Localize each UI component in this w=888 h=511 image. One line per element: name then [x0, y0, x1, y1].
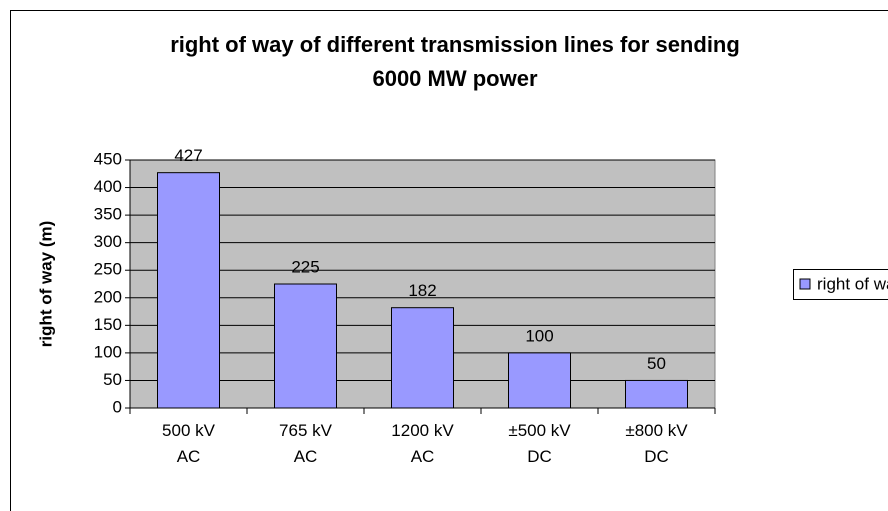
- data-label: 427: [174, 146, 202, 165]
- y-tick-label: 450: [94, 149, 122, 168]
- bar: [274, 283, 337, 409]
- legend-marker: [799, 278, 811, 290]
- y-tick-label: 200: [94, 287, 122, 306]
- x-tick-label: ±500 kV DC: [508, 421, 571, 466]
- bar: [157, 172, 220, 409]
- x-tick-label: ±800 kV DC: [625, 421, 688, 466]
- bar: [508, 352, 571, 409]
- data-label: 225: [291, 257, 319, 276]
- x-tick-label: 765 kV AC: [279, 421, 332, 466]
- y-tick-label: 250: [94, 260, 122, 279]
- y-tick-label: 350: [94, 205, 122, 224]
- chart-title: right of way of different transmission l…: [170, 32, 740, 91]
- legend-label: right of way: [817, 274, 888, 293]
- y-tick-label: 0: [113, 397, 122, 416]
- y-tick-label: 50: [103, 370, 122, 389]
- data-label: 182: [408, 281, 436, 300]
- y-tick-label: 300: [94, 232, 122, 251]
- y-axis-label: right of way (m): [36, 221, 55, 348]
- x-tick-label: 1200 kV AC: [391, 421, 454, 466]
- x-tick-label: 500 kV AC: [162, 421, 215, 466]
- data-label: 100: [525, 326, 553, 345]
- data-label: 50: [647, 354, 666, 373]
- y-tick-label: 400: [94, 177, 122, 196]
- y-tick-label: 100: [94, 342, 122, 361]
- bar: [391, 307, 454, 409]
- bar: [625, 379, 688, 409]
- y-tick-label: 150: [94, 315, 122, 334]
